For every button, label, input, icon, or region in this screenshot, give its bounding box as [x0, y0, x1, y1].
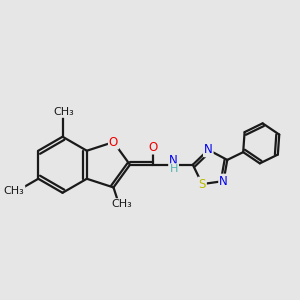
Text: CH₃: CH₃ [111, 199, 132, 209]
Text: N: N [219, 175, 228, 188]
Text: CH₃: CH₃ [4, 186, 24, 196]
Text: N: N [204, 143, 213, 156]
Text: S: S [199, 178, 206, 190]
Text: H: H [169, 164, 178, 174]
Text: O: O [148, 140, 158, 154]
Text: CH₃: CH₃ [54, 107, 74, 117]
Text: O: O [109, 136, 118, 148]
Text: N: N [169, 154, 178, 167]
